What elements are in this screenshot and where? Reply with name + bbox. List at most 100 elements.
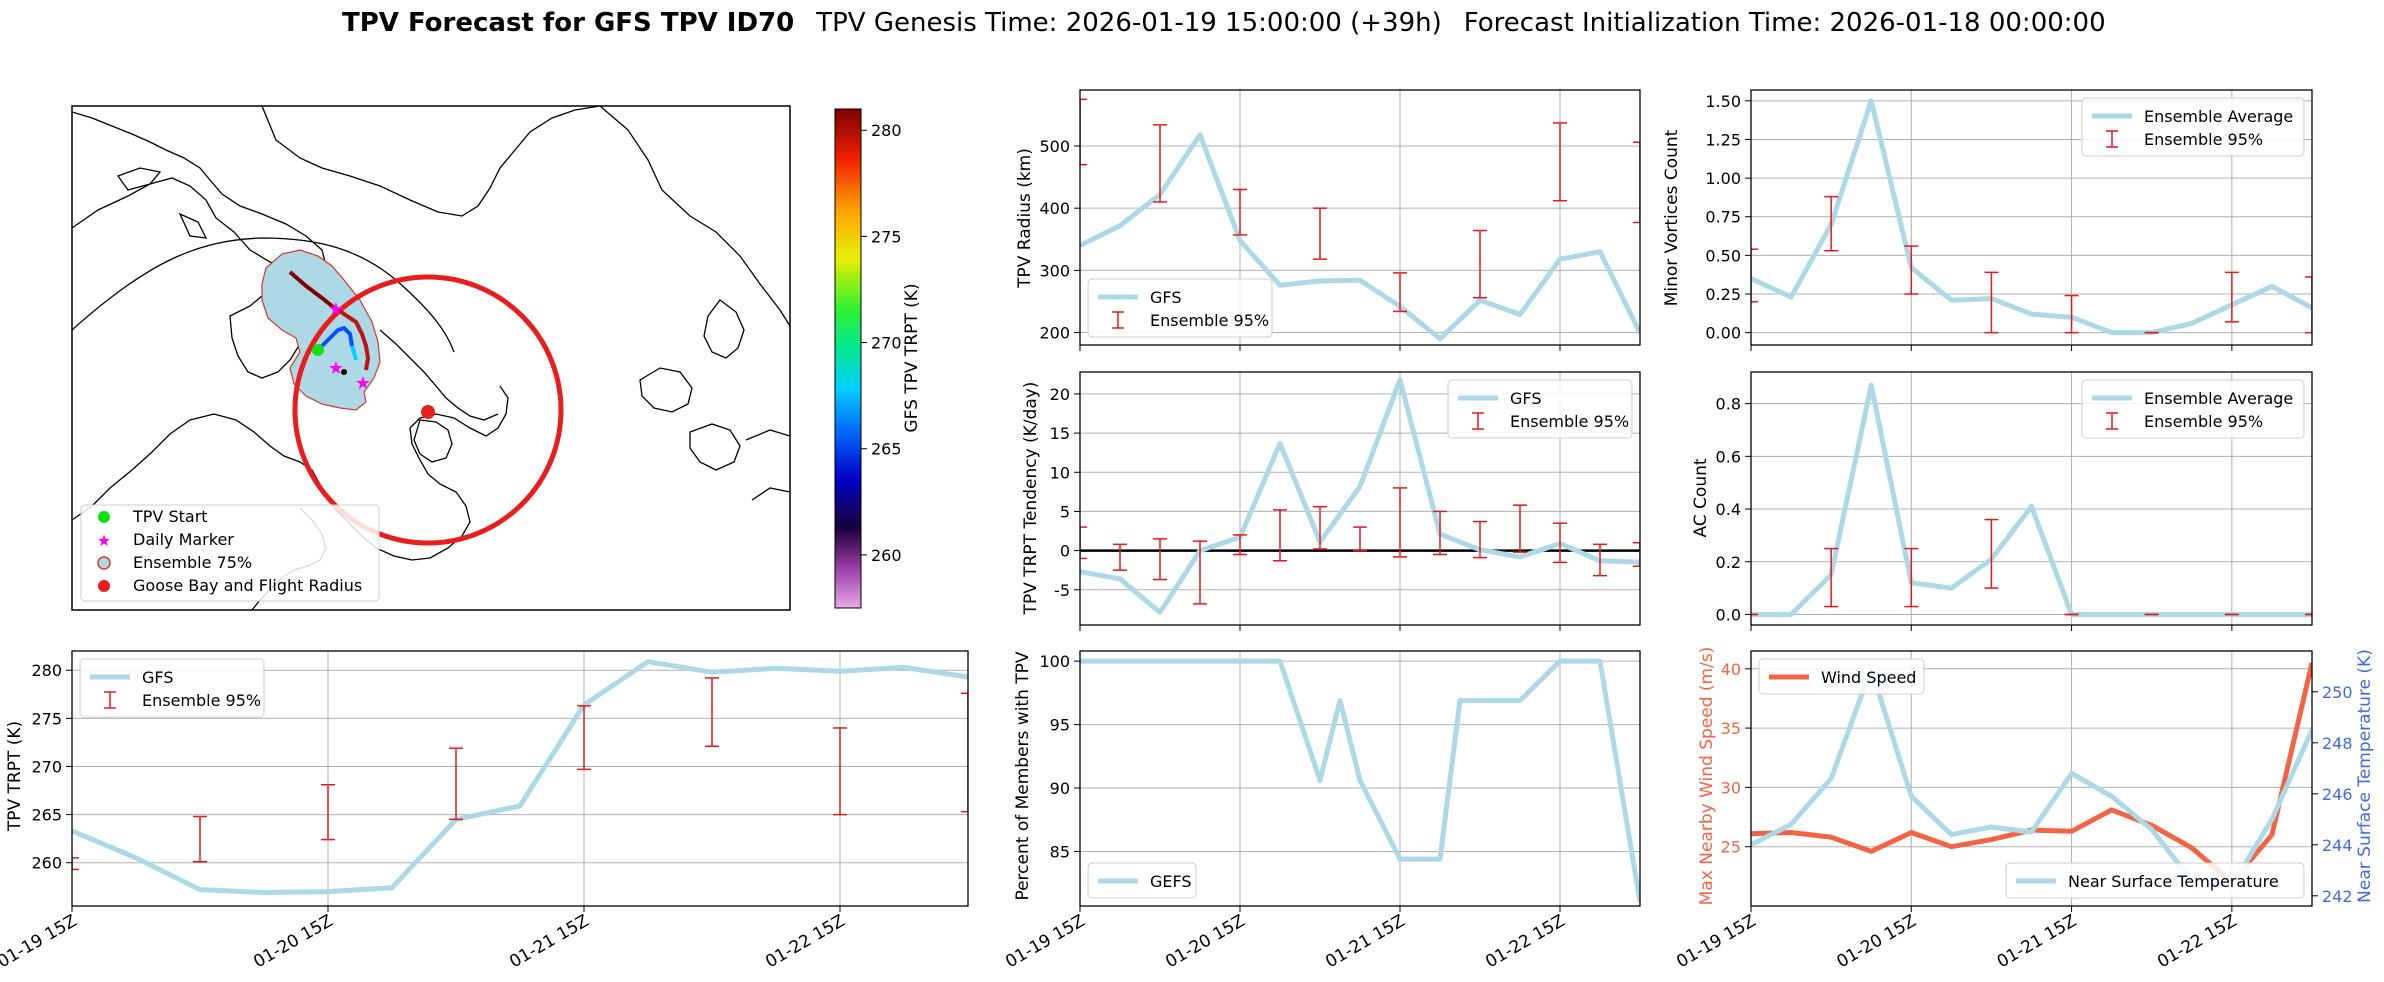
legend-box xyxy=(1087,278,1273,338)
legend-box xyxy=(2005,862,2305,899)
legend-label: GFS xyxy=(1150,288,1181,307)
trpt-ylabel: TPV TRPT (K) xyxy=(5,721,25,832)
minor-ylabel: Minor Vortices Count xyxy=(1662,129,1682,306)
xtick-label: 01-20 15Z xyxy=(1162,911,1248,972)
ytick-right-label: 244 xyxy=(2322,836,2353,855)
axes-frame xyxy=(71,650,969,907)
colorbar-ticks: 260 265 270 275 280 xyxy=(861,121,902,565)
ytick-label: 90 xyxy=(1050,779,1070,798)
series-line xyxy=(1080,377,1640,615)
plot-area xyxy=(1751,382,2312,617)
plot-area xyxy=(1751,98,2312,336)
ytick-label: 20 xyxy=(1050,385,1070,404)
mainland-coast xyxy=(72,385,509,561)
title-init: Forecast Initialization Time: 2026-01-18… xyxy=(1464,8,2106,38)
colorbar-tick-label: 275 xyxy=(871,227,902,246)
panel-tendency: TPV TRPT Tendency (K/day) -5 0 5 10 15 20 GFS E… xyxy=(1021,371,1641,631)
ytick-label: 0.4 xyxy=(1716,500,1741,519)
legend-label: GFS xyxy=(1510,389,1541,408)
legend-label: Ensemble 95% xyxy=(142,691,261,710)
ytick-label: 1.25 xyxy=(1705,130,1741,149)
ytick-label: 40 xyxy=(1721,660,1741,679)
axes-frame xyxy=(1750,371,2313,626)
legend-box xyxy=(2081,97,2305,157)
xtick-label: 01-22 15Z xyxy=(762,911,848,972)
tpv-track-cold xyxy=(318,325,354,350)
ytick-label: 30 xyxy=(1721,778,1741,797)
ytick-label: 280 xyxy=(31,661,62,680)
ytick-label: 0.0 xyxy=(1716,605,1741,624)
ytick-label: 275 xyxy=(31,709,62,728)
legend-goose-bay-icon xyxy=(98,580,110,592)
tpv-start-marker xyxy=(312,344,324,356)
projection-arc xyxy=(72,237,397,331)
ytick-label: 95 xyxy=(1050,716,1070,735)
legend-label: Ensemble 95% xyxy=(1510,412,1629,431)
legend: GFS Ensemble 95% xyxy=(79,658,265,718)
ytick-label: 400 xyxy=(1039,199,1070,218)
panel-members: Percent of Members with TPV 85 90 95 100 01-… xyxy=(1002,650,1641,972)
ytick-label: 0.75 xyxy=(1705,208,1741,227)
ytick-right-label: 242 xyxy=(2322,887,2353,906)
map-legend-label: Daily Marker xyxy=(133,530,234,549)
tpv-track-dark xyxy=(288,270,334,308)
legend-box xyxy=(1758,658,1925,695)
map-legend-label: TPV Start xyxy=(132,507,208,526)
legend: Near Surface Temperature xyxy=(2005,862,2305,899)
legend-label: Near Surface Temperature xyxy=(2068,872,2279,891)
ytick-right-label: 246 xyxy=(2322,785,2353,804)
legend: Ensemble Average Ensemble 95% xyxy=(2081,97,2305,157)
ytick-label: 265 xyxy=(31,806,62,825)
panel-minor-vortices: Minor Vortices Count 0.00 0.25 0.50 0.75 1.0… xyxy=(1662,89,2313,351)
legend: Wind Speed xyxy=(1758,658,1925,695)
ytick-label: 15 xyxy=(1050,424,1070,443)
title-bold: TPV Forecast for GFS TPV ID70 xyxy=(342,8,794,38)
series-line xyxy=(1080,132,1640,342)
axes-frame xyxy=(1079,371,1641,626)
panel-ac: AC Count 0.0 0.2 0.4 0.6 0.8 Ensemble Average… xyxy=(1691,371,2313,631)
ytick-label: 500 xyxy=(1039,137,1070,156)
tendency-ylabel: TPV TRPT Tendency (K/day) xyxy=(1021,382,1041,616)
series-line xyxy=(1080,658,1640,903)
panel-trpt: TPV TRPT (K) 260 265 270 275 280 01-19 15Z 01-… xyxy=(0,650,969,972)
xtick-label: 01-19 15Z xyxy=(0,911,81,972)
legend-label: Ensemble 95% xyxy=(2144,412,2263,431)
series-line xyxy=(1751,666,2312,889)
ytick-label: 0.2 xyxy=(1716,553,1741,572)
baffin-coast xyxy=(72,111,327,275)
plot-area xyxy=(1080,377,1640,615)
temp-ylabel: Near Surface Temperature (K) xyxy=(2355,649,2375,903)
tpv-track-warm xyxy=(330,304,371,371)
map-legend-label: Goose Bay and Flight Radius xyxy=(133,576,362,595)
xtick-label: 01-19 15Z xyxy=(1002,911,1088,972)
series-line xyxy=(1751,382,2312,617)
title-genesis: TPV Genesis Time: 2026-01-19 15:00:00 (+… xyxy=(815,8,1442,38)
ytick-label: 85 xyxy=(1050,842,1070,861)
plot-area xyxy=(1080,658,1640,903)
legend-label: Wind Speed xyxy=(1821,668,1916,687)
map-frame xyxy=(71,105,791,611)
ytick-label: 35 xyxy=(1721,719,1741,738)
xtick-label: 01-21 15Z xyxy=(1994,911,2080,972)
legend: GFS Ensemble 95% xyxy=(1447,379,1633,439)
legend-box xyxy=(1087,862,1197,899)
ytick-label: 5 xyxy=(1060,502,1070,521)
figure-title: TPV Forecast for GFS TPV ID70 TPV Genesis… xyxy=(342,8,2106,38)
ytick-right-label: 250 xyxy=(2322,683,2353,702)
legend-label: Ensemble Average xyxy=(2144,107,2293,126)
legend-label: Ensemble 95% xyxy=(2144,130,2263,149)
xtick-label: 01-20 15Z xyxy=(250,911,336,972)
xtick-label: 01-20 15Z xyxy=(1833,911,1919,972)
ytick-label: 0.50 xyxy=(1705,246,1741,265)
ytick-label: 0.25 xyxy=(1705,285,1741,304)
newfoundland-coast xyxy=(413,419,453,463)
map-legend-label: Ensemble 75% xyxy=(133,553,252,572)
ytick-label: 0.6 xyxy=(1716,447,1741,466)
ytick-right-label: 248 xyxy=(2322,734,2353,753)
daily-marker: ★ xyxy=(328,299,344,320)
ytick-label: 1.00 xyxy=(1705,169,1741,188)
ytick-label: 0.8 xyxy=(1716,395,1741,414)
daily-marker: ★ xyxy=(328,358,344,379)
legend-tpv-start-icon xyxy=(98,511,110,523)
